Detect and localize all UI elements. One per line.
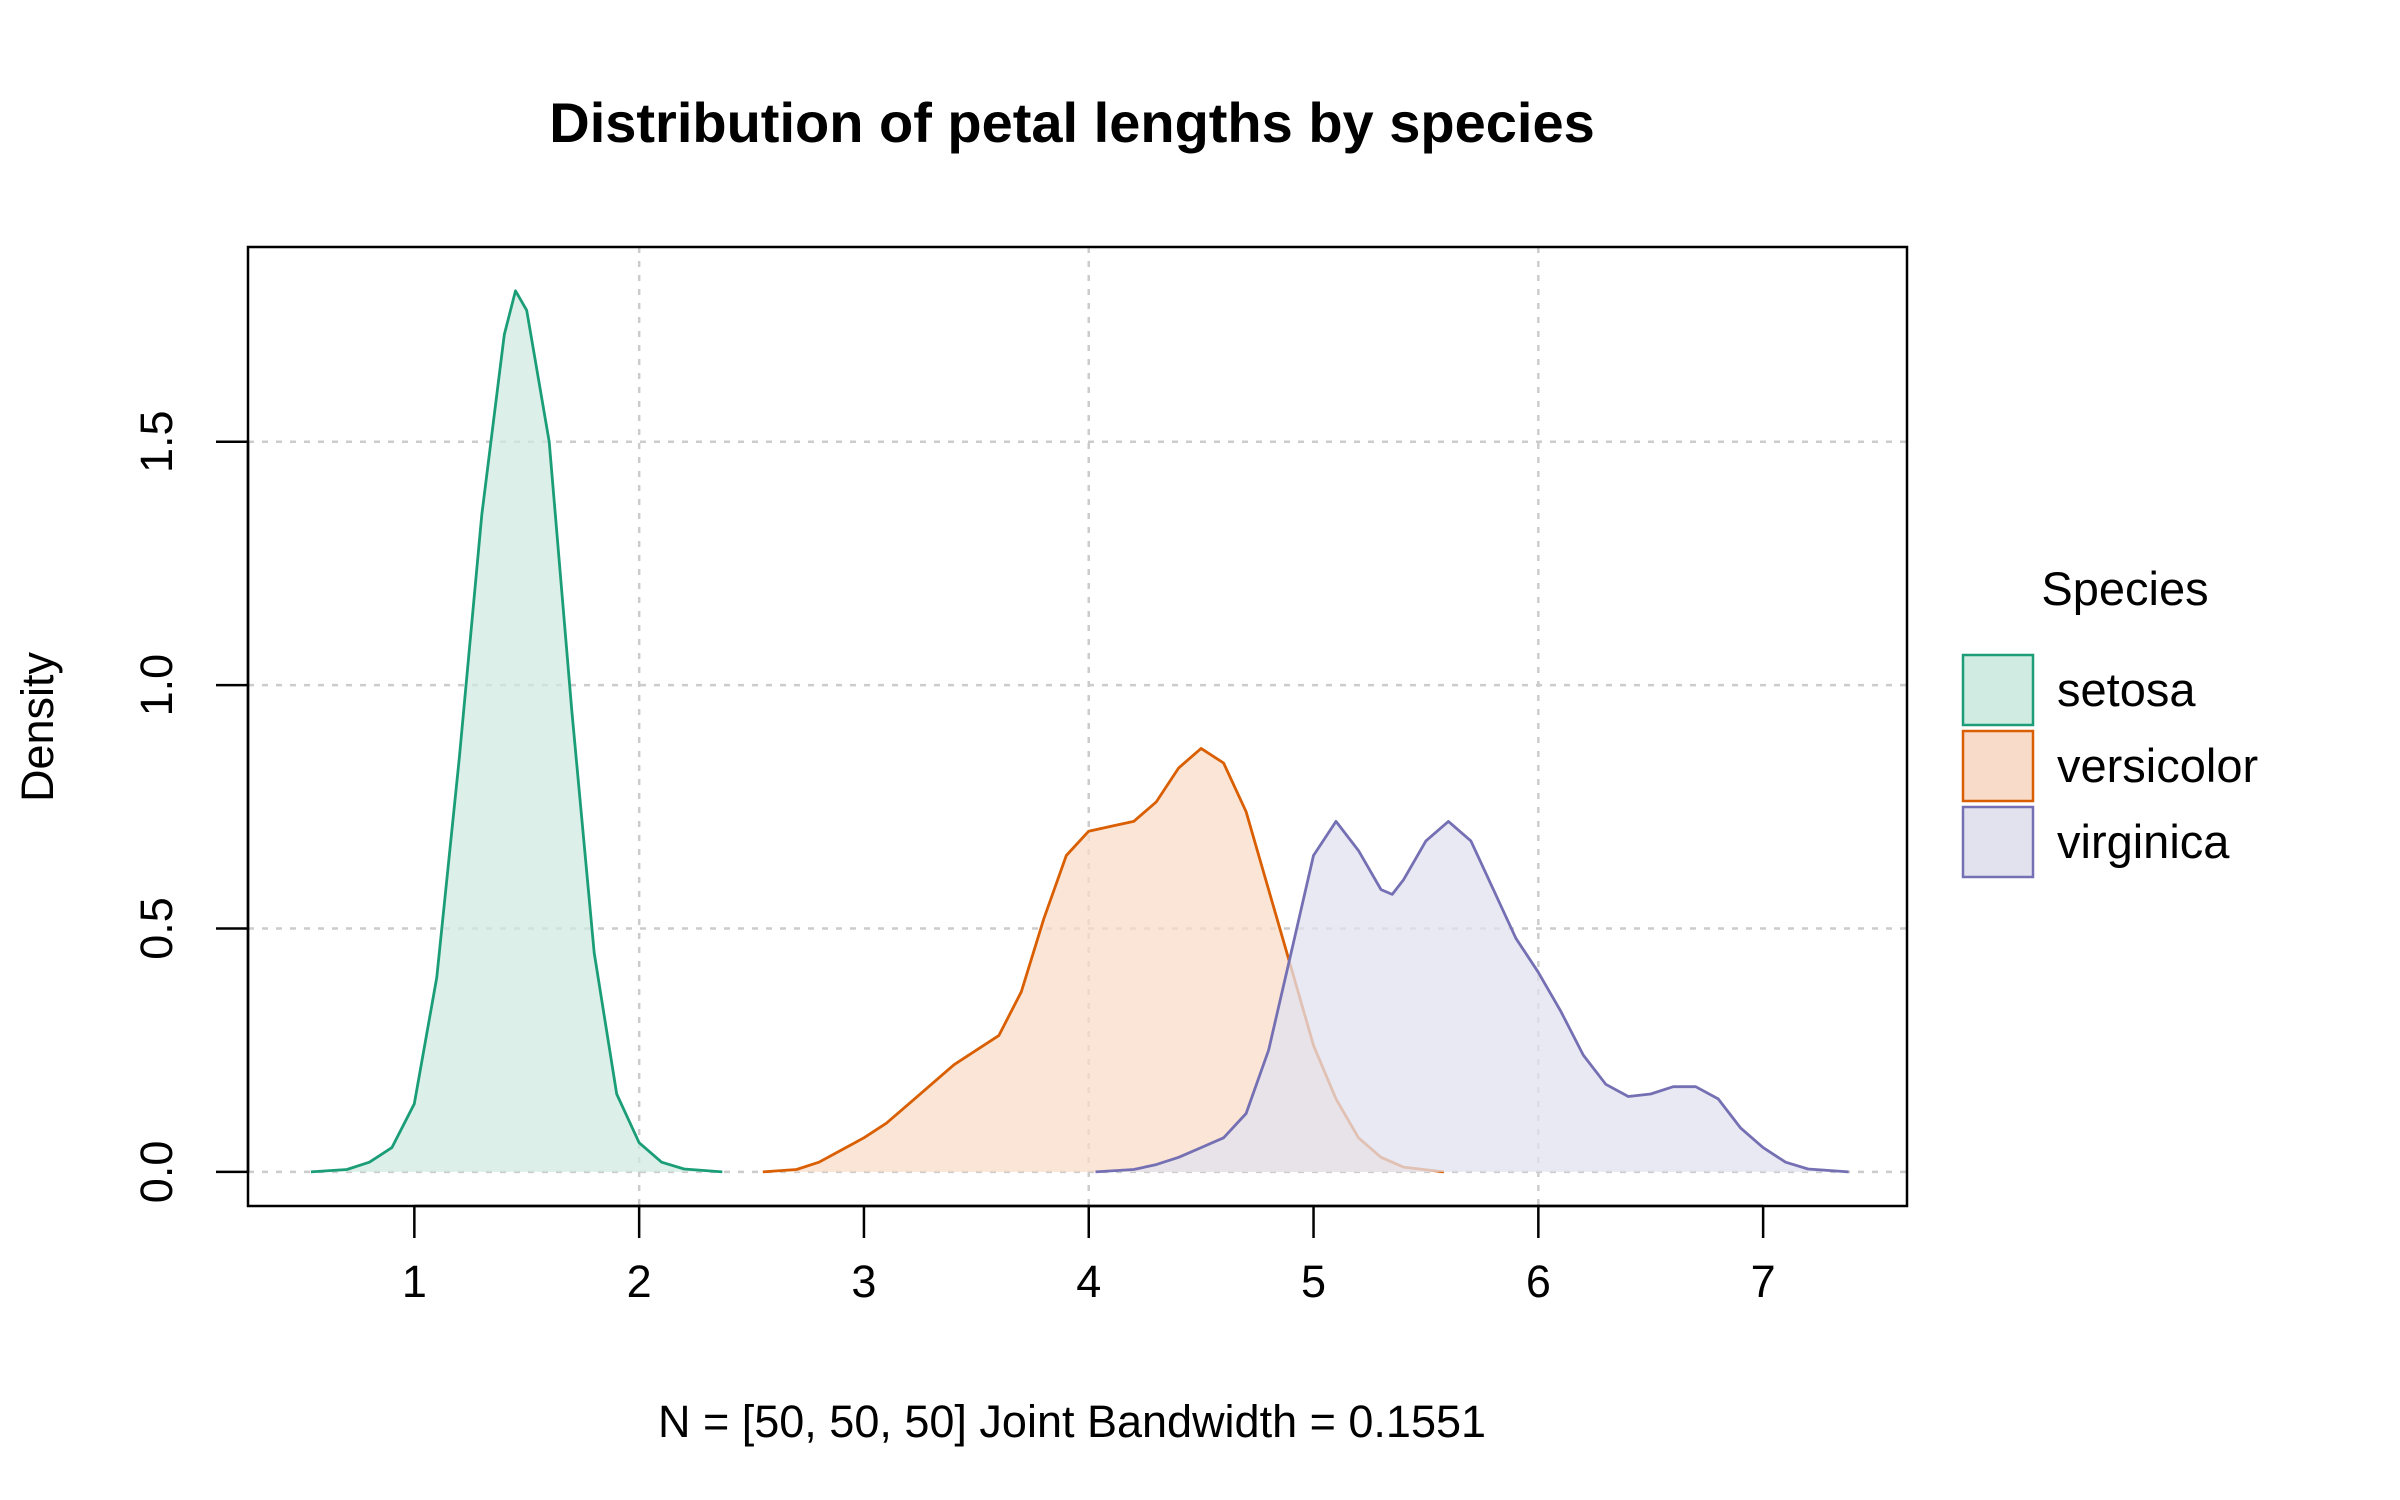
y-tick-label: 1.5	[131, 410, 182, 473]
legend: Species setosa versicolor virginica	[1961, 562, 2258, 879]
y-tick-label: 0.5	[131, 897, 182, 960]
density-area-virginica	[1095, 821, 1849, 1172]
legend-swatch-virginica	[1961, 805, 2035, 879]
legend-label-setosa: setosa	[2057, 663, 2196, 716]
x-axis-label: N = [50, 50, 50] Joint Bandwidth = 0.155…	[658, 1396, 1486, 1447]
legend-swatch-versicolor	[1961, 729, 2035, 803]
legend-label-virginica: virginica	[2057, 815, 2230, 868]
x-tick-label: 5	[1301, 1256, 1326, 1307]
density-curve-virginica	[1095, 820, 1849, 1174]
density-curve-setosa	[310, 289, 723, 1174]
legend-items: setosa versicolor virginica	[1961, 653, 2258, 879]
legend-swatch-setosa	[1961, 653, 2035, 727]
density-area-setosa	[310, 290, 723, 1172]
y-axis: 0.0 0.5 1.0 1.5	[131, 410, 250, 1204]
legend-title: Species	[2041, 562, 2208, 615]
x-tick-label: 1	[402, 1256, 427, 1307]
y-tick-label: 0.0	[131, 1141, 182, 1204]
legend-label-versicolor: versicolor	[2057, 739, 2258, 792]
chart-title: Distribution of petal lengths by species	[549, 91, 1595, 154]
y-axis-label: Density	[12, 651, 63, 802]
x-axis: 1 2 3 4 5 6 7	[402, 1204, 1776, 1307]
x-tick-label: 3	[851, 1256, 876, 1307]
density-series	[310, 289, 1849, 1174]
x-tick-label: 4	[1076, 1256, 1101, 1307]
y-tick-label: 1.0	[131, 654, 182, 717]
x-tick-label: 6	[1526, 1256, 1551, 1307]
x-tick-label: 2	[627, 1256, 652, 1307]
x-tick-label: 7	[1751, 1256, 1776, 1307]
plot-area	[246, 245, 1909, 1208]
